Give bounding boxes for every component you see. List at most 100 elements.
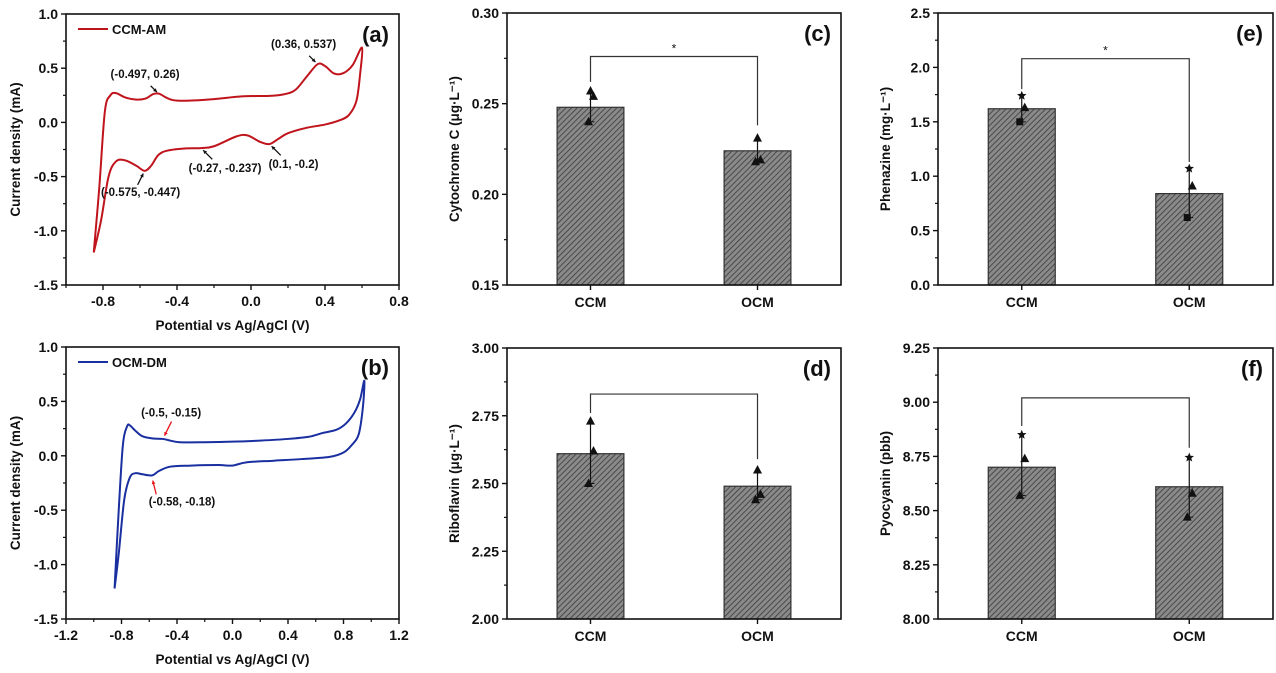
panel-b-cv-ocm-dm: (b) -1.5 -1.0 -0.5 0.0 0.5 1.0 Current density …	[8, 339, 409, 667]
data-point-triangle	[1015, 490, 1025, 499]
panel-label: (e)	[1236, 21, 1263, 46]
annotation-arrowhead	[311, 58, 316, 63]
legend-label: CCM-AM	[112, 22, 166, 37]
data-point-square	[1016, 118, 1024, 126]
data-point-triangle	[753, 464, 762, 474]
cv-curve-ocm-dm	[113, 379, 366, 589]
y-tick-label: 0.5	[911, 223, 931, 239]
x-tick-label: 0.0	[241, 293, 261, 309]
data-point-square	[1183, 214, 1191, 222]
panel-label: (b)	[361, 355, 389, 380]
annotation-arrowhead	[203, 150, 208, 155]
y-tick-label: 2.25	[472, 543, 499, 559]
annotation-label: (-0.5, -0.15)	[141, 407, 201, 419]
data-point-star	[1184, 452, 1195, 462]
data-point-triangle	[1020, 453, 1030, 463]
y-tick-label: 0.0	[39, 448, 59, 464]
bar-ccm	[556, 106, 625, 286]
significance-marker: *	[672, 42, 677, 56]
x-tick-label: 1.2	[389, 627, 409, 643]
y-tick-label: 1.5	[911, 114, 931, 130]
data-point-star	[1016, 90, 1027, 100]
significance-bracket	[1021, 397, 1190, 448]
x-tick-label: 0.8	[334, 627, 354, 643]
panel-label: (f)	[1241, 356, 1263, 381]
category-label: CCM	[575, 294, 607, 310]
bar-ccm	[987, 108, 1056, 286]
x-tick-label: 0.8	[389, 293, 409, 309]
y-tick-label: -0.5	[34, 169, 58, 185]
y-tick-label: 2.00	[472, 611, 499, 627]
data-point-triangle	[586, 416, 595, 425]
annotation-label: (0.36, 0.537)	[271, 39, 336, 51]
y-tick-label: -1.0	[34, 557, 58, 573]
data-point-triangle	[589, 91, 598, 100]
data-point-triangle	[753, 133, 762, 142]
y-tick-label: 0.15	[472, 277, 499, 293]
category-label: CCM	[575, 628, 607, 644]
y-tick-label: -1.0	[34, 223, 58, 239]
legend-label: OCM-DM	[112, 355, 167, 370]
data-point-star	[1184, 163, 1195, 173]
category-label: CCM	[1006, 628, 1038, 644]
panel-e-phenazine-bars: (e) 0.0 0.5 1.0 1.5 2.0 2.5 Phenazine (mg·L⁻¹) C…	[878, 5, 1274, 310]
x-tick-label: -0.8	[109, 627, 133, 643]
significance-marker: *	[1103, 44, 1108, 58]
x-tick-label: 0.4	[315, 293, 335, 309]
y-tick-label: 1.0	[911, 168, 931, 184]
y-tick-label: 8.75	[903, 448, 930, 464]
x-axis-label: Potential vs Ag/AgCl (V)	[155, 318, 309, 333]
significance-bracket	[589, 55, 759, 126]
category-label: OCM	[1173, 628, 1206, 644]
y-tick-label: 2.5	[911, 5, 931, 21]
data-point-triangle	[1187, 180, 1197, 190]
y-tick-label: 2.0	[911, 59, 931, 75]
y-axis-label: Cytochrome C (μg·L⁻¹)	[447, 76, 462, 222]
data-point-triangle	[751, 494, 760, 504]
y-tick-label: 0.20	[472, 186, 499, 202]
x-tick-label: 0.0	[223, 627, 243, 643]
data-point-triangle	[756, 489, 765, 498]
category-label: OCM	[1173, 294, 1206, 310]
bar-ocm	[723, 150, 792, 286]
y-tick-label: 0.30	[472, 5, 499, 21]
y-axis-label: Pyocyanin (pbb)	[878, 431, 893, 536]
y-tick-label: 8.25	[903, 557, 930, 573]
y-tick-label: 1.0	[39, 6, 59, 22]
y-tick-label: 0.0	[39, 114, 59, 130]
x-tick-label: 0.4	[278, 627, 298, 643]
category-label: CCM	[1006, 294, 1038, 310]
y-tick-label: 9.00	[903, 394, 930, 410]
y-tick-label: 0.25	[472, 96, 499, 112]
y-tick-label: 9.25	[903, 340, 930, 356]
y-tick-label: 8.00	[903, 611, 930, 627]
panel-label: (a)	[362, 22, 389, 47]
data-point-triangle	[1187, 488, 1197, 497]
category-label: OCM	[741, 628, 774, 644]
y-tick-label: -0.5	[34, 502, 58, 518]
data-point-triangle	[589, 445, 598, 455]
panel-a-cv-ccm-am: (a) -1.5 -1.0 -0.5 0.0 0.5 1.0 Current density …	[8, 6, 409, 333]
annotation-label: (-0.58, -0.18)	[149, 497, 216, 509]
y-tick-label: 2.50	[472, 476, 499, 492]
x-axis-label: Potential vs Ag/AgCl (V)	[155, 652, 309, 667]
y-axis-label: Riboflavin (μg·L⁻¹)	[447, 424, 462, 543]
data-point-triangle	[584, 478, 593, 487]
panel-c-cytochrome-c-bars: (c) 0.15 0.20 0.25 0.30 Cytochrome C (μg·L⁻¹)…	[447, 5, 842, 310]
y-axis-label: Current density (mA)	[8, 416, 23, 550]
x-tick-label: -0.4	[165, 293, 189, 309]
y-tick-label: -1.5	[34, 611, 58, 627]
y-tick-label: 0.0	[911, 277, 931, 293]
y-axis-label: Phenazine (mg·L⁻¹)	[878, 87, 893, 211]
data-point-star	[1016, 429, 1027, 439]
annotation-label: (0.1, -0.2)	[269, 159, 319, 171]
panel-d-riboflavin-bars: (d) 2.00 2.25 2.50 2.75 3.00 Riboflavin (μg·L⁻…	[447, 340, 842, 644]
data-point-triangle	[1182, 512, 1192, 521]
bar-ocm	[723, 485, 792, 620]
panel-f-pyocyanin-bars: (f) 8.00 8.25 8.50 8.75 9.00 9.25 Pyocyanin (pb…	[878, 340, 1274, 644]
cv-curve-ccm-am	[92, 46, 364, 253]
data-point-triangle	[756, 154, 765, 164]
plot-frame	[65, 13, 400, 286]
y-tick-label: 8.50	[903, 503, 930, 519]
